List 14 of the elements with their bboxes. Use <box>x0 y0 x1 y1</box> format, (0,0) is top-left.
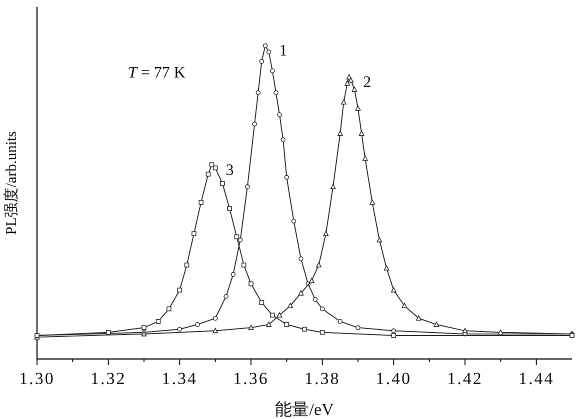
x-tick-label: 1.42 <box>447 369 483 388</box>
x-tick-label: 1.30 <box>19 369 55 388</box>
series-label: 2 <box>363 74 372 92</box>
annotation: T = 77 K <box>128 64 186 82</box>
series-label: 3 <box>226 162 234 179</box>
x-tick-label: 1.32 <box>90 369 126 388</box>
x-tick-label: 1.44 <box>518 369 554 388</box>
x-tick-label: 1.40 <box>376 369 412 388</box>
series-label: 1 <box>279 42 288 60</box>
x-tick-label: 1.38 <box>304 369 340 388</box>
y-axis-title: PL强度/arb.units <box>3 130 20 235</box>
x-axis-title: 能量/eV <box>275 400 334 419</box>
x-tick-label: 1.36 <box>233 369 269 388</box>
x-tick-label: 1.34 <box>162 369 198 388</box>
